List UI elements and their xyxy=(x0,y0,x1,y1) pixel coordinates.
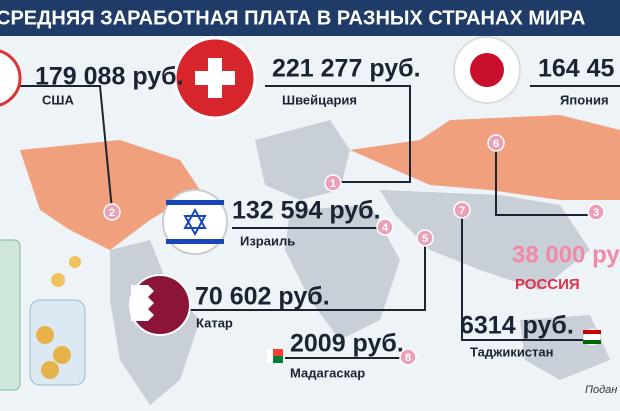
country-japan: Япония xyxy=(560,92,609,107)
flag-japan xyxy=(453,36,521,104)
country-russia: РОССИЯ xyxy=(515,276,580,293)
source: Подан xyxy=(585,384,617,396)
marker-number: 8 xyxy=(405,352,411,364)
country-qatar: Катар xyxy=(196,315,233,330)
value-israel: 132 594 руб. xyxy=(232,197,381,225)
marker-number: 2 xyxy=(109,207,115,219)
value-switzerland: 221 277 руб. xyxy=(272,55,421,83)
coins-illustration xyxy=(0,239,86,391)
value-qatar: 70 602 руб. xyxy=(195,283,330,311)
country-tajikistan: Таджикистан xyxy=(470,344,553,359)
country-switzerland: Швейцария xyxy=(282,92,357,107)
value-japan: 164 45 xyxy=(538,55,615,83)
country-israel: Израиль xyxy=(240,233,295,248)
title-bar xyxy=(0,0,620,36)
marker-number: 4 xyxy=(382,222,389,234)
flag-madagascar xyxy=(267,349,283,363)
value-madagascar: 2009 руб. xyxy=(290,330,404,358)
country-usa: США xyxy=(42,92,74,107)
flag-switzerland xyxy=(173,36,257,120)
marker-number: 6 xyxy=(493,138,499,150)
marker-number: 3 xyxy=(593,207,599,219)
marker-number: 7 xyxy=(459,205,465,217)
flag-israel xyxy=(162,189,228,255)
title: СРЕДНЯЯ ЗАРАБОТНАЯ ПЛАТА В РАЗНЫХ СТРАНА… xyxy=(0,7,585,29)
marker-number: 1 xyxy=(330,178,336,190)
markers: 1 2 3 4 5 6 7 8 xyxy=(103,134,605,366)
flag-tajikistan xyxy=(582,327,602,347)
value-tajikistan: 6314 руб. xyxy=(460,312,574,340)
value-usa: 179 088 руб. xyxy=(35,63,184,91)
flag-qatar xyxy=(129,274,191,336)
country-madagascar: Мадагаскар xyxy=(290,365,365,380)
flag-usa xyxy=(0,49,22,107)
marker-number: 5 xyxy=(422,233,428,245)
leader-lines xyxy=(20,85,620,359)
world-map xyxy=(20,115,620,405)
value-russia: 38 000 ру xyxy=(512,241,620,268)
